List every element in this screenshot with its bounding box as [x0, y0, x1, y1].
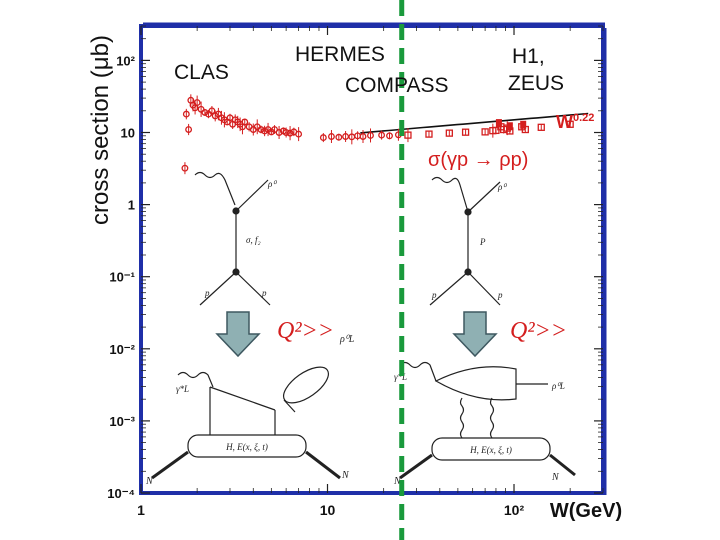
- data-point-square: [425, 130, 433, 138]
- gluon-line-left: [459, 397, 465, 439]
- nucleon-in-line: [151, 450, 189, 480]
- photon-line: [399, 361, 437, 382]
- diagram-tr-proton-out: p: [497, 290, 503, 300]
- data-point-circle: [201, 108, 209, 116]
- reaction-label: σ(γp → ρp): [428, 149, 528, 171]
- data-point-square: [445, 129, 453, 137]
- y-tick-label: 10²: [116, 53, 135, 68]
- meson-line: [467, 181, 501, 213]
- diagram-bl-nucleon-out: N: [341, 470, 350, 481]
- data-point-circle: [182, 110, 190, 118]
- down-arrow-left: [215, 311, 261, 358]
- x-tick-label: 10²: [504, 502, 525, 518]
- data-point-circle: [193, 99, 201, 107]
- y-tick-label: 10⁻²: [109, 342, 135, 357]
- diagram-bl-nucleon-in: N: [145, 476, 154, 487]
- handbag-diagram-bottom-left: [151, 366, 341, 480]
- feynman-diagram-top-right: [429, 176, 501, 306]
- proton-in-line: [199, 271, 237, 306]
- data-point-circle: [208, 107, 216, 115]
- x-tick-label: 10: [320, 502, 336, 518]
- data-point-circle: [328, 133, 335, 140]
- diagram-br-photon: γ*L: [394, 372, 407, 382]
- data-point-square: [566, 120, 574, 128]
- data-point-circle: [282, 129, 290, 136]
- data-point-circle: [386, 132, 393, 140]
- data-point-square: [404, 131, 412, 139]
- y-tick-label: 10⁻¹: [109, 270, 135, 285]
- data-point-filled: [520, 120, 527, 129]
- data-point-circle: [335, 133, 343, 141]
- data-point-circle: [295, 130, 303, 138]
- gpd-box: [431, 437, 551, 461]
- photon-line: [431, 176, 469, 213]
- y-tick-label: 10⁻³: [109, 414, 135, 429]
- q2-label-right: Q²>>: [510, 318, 567, 344]
- handbag-diagram-bottom-right: [399, 361, 576, 480]
- proton-out-line: [467, 271, 501, 306]
- data-point-circle: [181, 164, 189, 172]
- data-point-circle: [257, 126, 265, 133]
- data-point-filled: [506, 122, 513, 131]
- label-zeus: ZEUS: [508, 72, 565, 95]
- data-point-circle: [275, 129, 283, 136]
- q2-label-left: Q²>>: [277, 318, 334, 344]
- y-tick-label: 10: [121, 126, 135, 141]
- proton-in-line: [429, 271, 469, 306]
- diagram-bl-photon: γ*L: [176, 384, 189, 394]
- data-point-circle: [261, 127, 269, 135]
- gpd-box: [187, 434, 307, 458]
- nucleon-out-line: [549, 453, 576, 477]
- label-compass: COMPASS: [345, 74, 449, 97]
- data-point-square: [537, 123, 545, 131]
- diagram-br-nucleon-in: N: [393, 476, 402, 487]
- diagram-tr-exchange: P: [479, 237, 486, 247]
- nucleon-out-line: [305, 450, 341, 480]
- label-clas: CLAS: [174, 61, 229, 84]
- quark-line-top: [209, 386, 276, 411]
- diagram-tr-meson: ρ⁰: [497, 182, 507, 192]
- diagram-tl-proton-out: p: [261, 288, 267, 298]
- data-point-circle: [185, 126, 193, 133]
- diagram-bl-box: H, E(x, ξ, t): [225, 442, 268, 452]
- data-point-square: [481, 128, 489, 136]
- data-point-circle: [378, 131, 386, 139]
- data-point-filled: [495, 119, 502, 128]
- diagram-tl-meson: ρ⁰: [267, 179, 277, 189]
- meson-line: [235, 179, 269, 212]
- label-hermes: HERMES: [295, 43, 385, 66]
- feynman-diagram-top-left: [194, 171, 271, 306]
- gluon-line-right: [489, 397, 495, 439]
- down-arrow-right: [452, 311, 498, 358]
- diagram-tl-proton-in: p: [204, 288, 210, 298]
- diagram-br-box: H, E(x, ξ, t): [469, 445, 512, 455]
- data-point-square: [461, 128, 470, 136]
- data-layer: [181, 94, 589, 175]
- data-point-circle: [286, 129, 294, 137]
- diagram-tr-proton-in: p: [431, 290, 437, 300]
- nucleon-in-line: [399, 453, 433, 480]
- data-point-circle: [359, 133, 367, 140]
- proton-out-line: [235, 271, 271, 306]
- diagram-tl-exchange: σ, f₂: [246, 235, 261, 245]
- data-point-circle: [241, 118, 249, 126]
- y-tick-label: 1: [128, 198, 135, 213]
- data-point-circle: [319, 134, 327, 142]
- x-tick-label: 1: [137, 502, 145, 518]
- x-axis-title: W(GeV): [550, 500, 622, 522]
- label-h1: H1,: [512, 45, 545, 68]
- y-tick-label: 10⁻⁴: [107, 486, 135, 501]
- diagram-bl-meson: ρ⁰L: [339, 334, 355, 345]
- data-point-circle: [271, 126, 278, 133]
- plot-frame: [139, 24, 605, 495]
- data-point-circle: [367, 132, 374, 139]
- diagram-br-meson: ρ⁰L: [551, 381, 565, 391]
- data-point-circle: [342, 133, 350, 140]
- y-axis-title: cross section (μb): [87, 35, 114, 225]
- photon-line: [194, 171, 236, 206]
- diagram-br-nucleon-out: N: [551, 472, 560, 483]
- photon-line: [177, 371, 214, 388]
